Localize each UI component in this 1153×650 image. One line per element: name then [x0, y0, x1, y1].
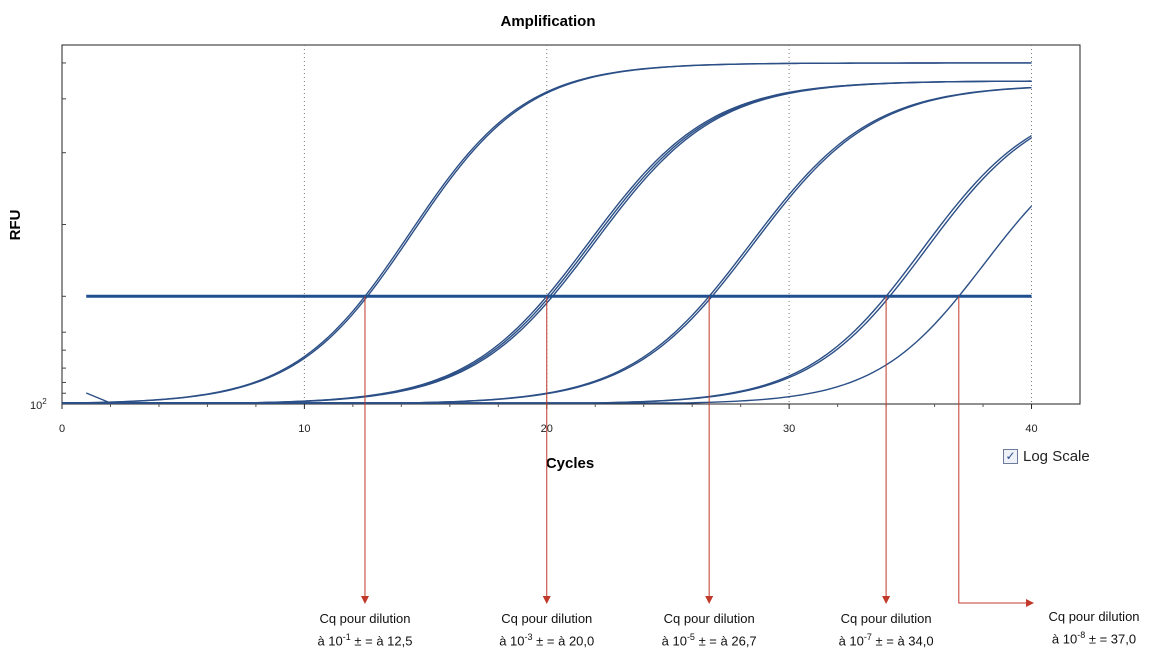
cq-label-suffix: ± = à 26,7 — [694, 633, 757, 649]
cq-label-value: à 10-1 ± = à 12,5 — [303, 628, 427, 650]
cq-label-exponent: -1 — [342, 632, 351, 642]
cq-label-exponent: -8 — [1077, 630, 1086, 640]
cq-arrow — [958, 296, 1034, 607]
x-tick-label: 40 — [1025, 423, 1037, 435]
cq-label-base: à 10 — [499, 633, 525, 649]
cq-label-title: Cq pour dilution — [319, 611, 411, 626]
cq-label-title: Cq pour dilution — [840, 611, 932, 626]
x-tick-label: 10 — [298, 423, 310, 435]
chart-title: Amplification — [500, 13, 595, 30]
y-tick-exponent: 2 — [42, 397, 47, 406]
y-tick-label: 102 — [30, 397, 47, 412]
cq-label-title: Cq pour dilution — [663, 611, 755, 626]
cq-label-title: Cq pour dilution — [1048, 609, 1140, 624]
x-tick-label: 0 — [59, 423, 65, 435]
baseline-artifact — [85, 392, 111, 404]
log-scale-checkbox[interactable]: ✓ — [1003, 449, 1018, 464]
cq-label: Cq pour dilution à 10-5 ± = à 26,7 — [647, 610, 771, 650]
cq-label-base: à 10 — [838, 633, 864, 649]
cq-label-suffix: ± = à 20,0 — [532, 633, 595, 649]
checkmark-icon: ✓ — [1005, 449, 1016, 463]
x-tick-label: 30 — [783, 423, 795, 435]
plot-area — [61, 44, 1081, 405]
cq-label-exponent: -7 — [863, 632, 872, 642]
cq-label-value: à 10-3 ± = à 20,0 — [485, 628, 609, 650]
y-axis-label: RFU — [7, 210, 24, 241]
cq-label: Cq pour dilution à 10-8 ± = 37,0 — [1032, 608, 1153, 648]
cq-label-base: à 10 — [1051, 631, 1078, 647]
amplification-curve — [62, 62, 1032, 404]
y-tick-base: 10 — [30, 400, 42, 412]
cq-label: Cq pour dilution à 10-1 ± = à 12,5 — [303, 610, 427, 650]
cq-label-suffix: ± = 37,0 — [1085, 631, 1137, 647]
log-scale-toggle[interactable]: ✓ Log Scale — [1003, 448, 1090, 465]
cq-label: Cq pour dilution à 10-3 ± = à 20,0 — [485, 610, 609, 650]
cq-label-value: à 10-5 ± = à 26,7 — [647, 628, 771, 650]
cq-label-suffix: ± = à 34,0 — [871, 633, 934, 649]
cq-label: Cq pour dilution à 10-7 ± = à 34,0 — [824, 610, 948, 650]
cq-label-base: à 10 — [317, 633, 343, 649]
cq-label-base: à 10 — [661, 633, 687, 649]
cq-label-value: à 10-8 ± = 37,0 — [1032, 626, 1153, 648]
x-axis-label: Cycles — [546, 455, 594, 472]
cq-label-suffix: ± = à 12,5 — [350, 633, 413, 649]
cq-label-value: à 10-7 ± = à 34,0 — [824, 628, 948, 650]
cq-label-exponent: -5 — [686, 632, 695, 642]
log-scale-label: Log Scale — [1023, 448, 1090, 465]
cq-label-title: Cq pour dilution — [501, 611, 593, 626]
cq-label-exponent: -3 — [524, 632, 533, 642]
